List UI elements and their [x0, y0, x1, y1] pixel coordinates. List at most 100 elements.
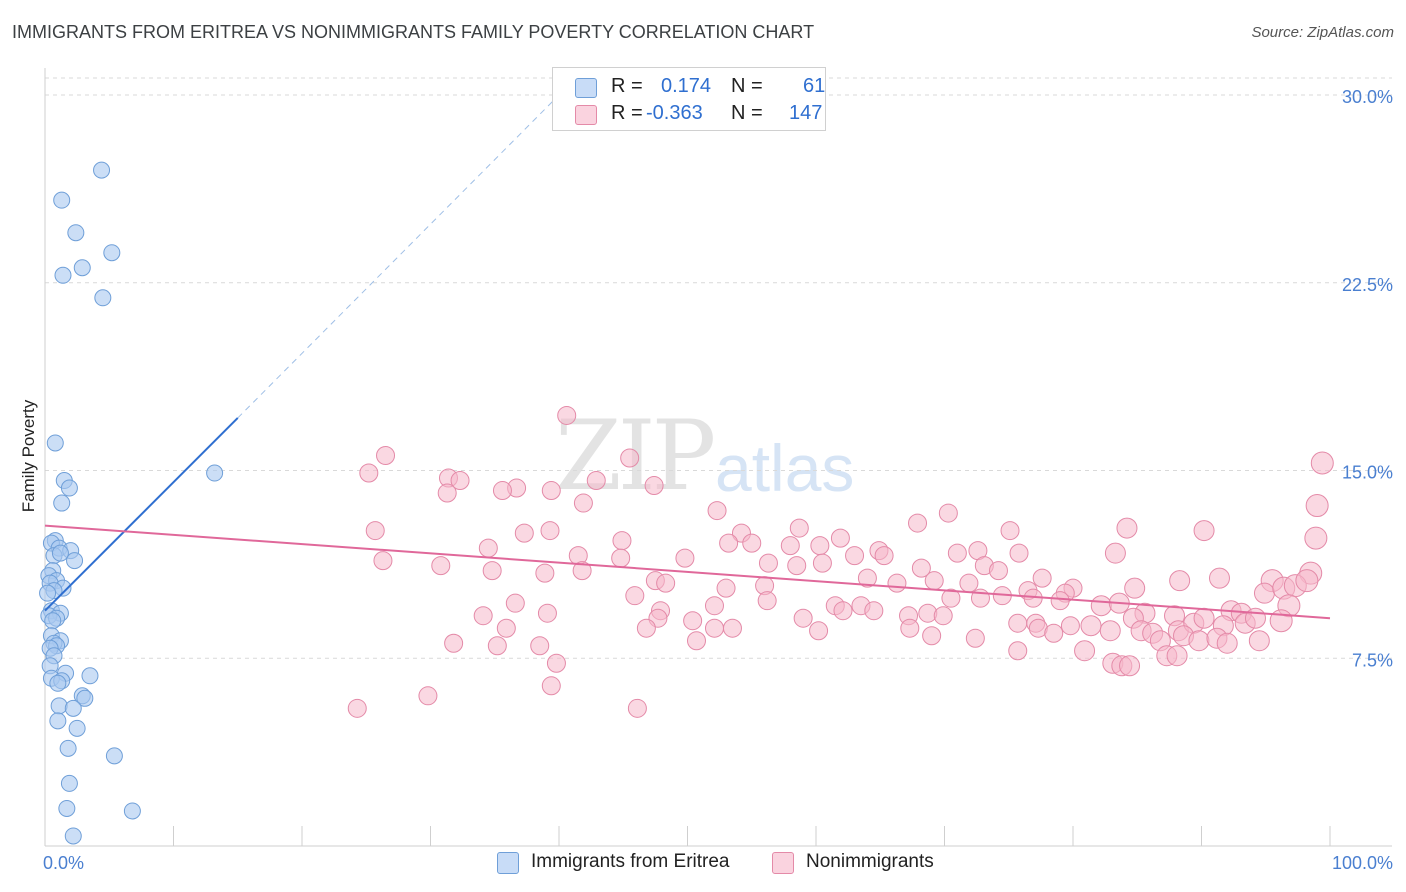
nonimmigrant-point [636, 618, 656, 638]
legend-swatch-nonimmigrants [575, 105, 597, 125]
nonimmigrant-point [473, 606, 493, 626]
nonimmigrant-point [965, 628, 985, 648]
nonimmigrant-point [707, 501, 727, 521]
nonimmigrant-point [1009, 543, 1029, 563]
nonimmigrant-point [1032, 568, 1052, 588]
nonimmigrant-point [586, 471, 606, 491]
nonimmigrant-point [757, 591, 777, 611]
nonimmigrant-point [780, 536, 800, 556]
nonimmigrant-point [347, 698, 367, 718]
immigrant-point [68, 719, 86, 737]
immigrant-point [49, 674, 67, 692]
legend-r-label: R = [611, 75, 643, 97]
nonimmigrant-point [1099, 620, 1121, 642]
immigrant-point [60, 479, 78, 497]
nonimmigrant-point [1269, 609, 1293, 633]
nonimmigrant-point [612, 531, 632, 551]
nonimmigrant-point [675, 548, 695, 568]
nonimmigrant-point [1305, 494, 1329, 518]
points-immigrants [39, 161, 224, 845]
legend-n-label: N = [731, 75, 763, 97]
y-tick-label: 22.5% [1342, 275, 1393, 295]
nonimmigrant-point [1248, 630, 1270, 652]
nonimmigrant-point [359, 463, 379, 483]
nonimmigrant-point [1193, 607, 1215, 629]
nonimmigrant-point [373, 551, 393, 571]
nonimmigrant-point [540, 521, 560, 541]
y-tick-label: 7.5% [1352, 650, 1393, 670]
nonimmigrant-point [1008, 641, 1028, 661]
nonimmigrant-point [492, 481, 512, 501]
legend-n-value: 147 [789, 102, 823, 124]
tick-labels: 7.5% 15.0% 22.5% 30.0% 0.0% 100.0% [43, 87, 1393, 873]
points-nonimmigrants [347, 405, 1334, 718]
immigrant-point [81, 667, 99, 685]
watermark-atlas: atlas [715, 431, 855, 505]
legend-swatch-immigrants [575, 78, 597, 98]
nonimmigrant-point [530, 636, 550, 656]
immigrant-point [94, 289, 112, 307]
nonimmigrant-point [812, 553, 832, 573]
nonimmigrant-point [437, 483, 457, 503]
nonimmigrant-point [1060, 616, 1080, 636]
trend-line-immigrants-extension [237, 94, 560, 419]
nonimmigrant-point [1119, 655, 1141, 677]
nonimmigrant-point [505, 593, 525, 613]
x-tick-label: 0.0% [43, 853, 84, 873]
nonimmigrant-point [557, 405, 577, 425]
immigrant-point [73, 259, 91, 277]
nonimmigrant-point [742, 533, 762, 553]
nonimmigrant-point [535, 563, 555, 583]
nonimmigrant-point [1008, 613, 1028, 633]
nonimmigrant-point [656, 573, 676, 593]
nonimmigrant-point [1000, 521, 1020, 541]
nonimmigrant-point [444, 633, 464, 653]
nonimmigrant-point [541, 481, 561, 501]
chart-title: IMMIGRANTS FROM ERITREA VS NONIMMIGRANTS… [12, 22, 815, 42]
immigrant-point [59, 739, 77, 757]
legend-r-value: -0.363 [646, 102, 703, 124]
nonimmigrant-point [625, 586, 645, 606]
immigrant-point [49, 712, 67, 730]
nonimmigrant-point [938, 503, 958, 523]
legend-label-immigrants: Immigrants from Eritrea [531, 851, 730, 872]
nonimmigrant-point [496, 618, 516, 638]
immigrant-point [76, 689, 94, 707]
nonimmigrant-point [1253, 582, 1275, 604]
trend-line-immigrants-dashed [237, 94, 560, 419]
immigrant-point [50, 697, 68, 715]
nonimmigrant-point [857, 568, 877, 588]
immigrant-point [93, 161, 111, 179]
x-tick-label: 100.0% [1332, 853, 1393, 873]
nonimmigrant-point [864, 601, 884, 621]
nonimmigrant-point [722, 618, 742, 638]
nonimmigrant-point [809, 621, 829, 641]
nonimmigrant-point [572, 561, 592, 581]
nonimmigrant-point [845, 546, 865, 566]
immigrant-point [39, 584, 57, 602]
nonimmigrant-point [1050, 591, 1070, 611]
nonimmigrant-point [686, 631, 706, 651]
nonimmigrant-point [376, 445, 396, 465]
y-axis-label: Family Poverty [19, 399, 38, 512]
nonimmigrant-point [941, 588, 961, 608]
nonimmigrant-point [1304, 526, 1328, 550]
nonimmigrant-point [789, 518, 809, 538]
nonimmigrant-point [541, 676, 561, 696]
nonimmigrant-point [1080, 615, 1102, 637]
y-tick-label: 30.0% [1342, 87, 1393, 107]
nonimmigrant-point [1124, 577, 1146, 599]
nonimmigrant-point [487, 636, 507, 656]
immigrant-point [60, 774, 78, 792]
nonimmigrant-point [793, 608, 813, 628]
nonimmigrant-point [830, 528, 850, 548]
nonimmigrant-point [922, 626, 942, 646]
immigrant-point [53, 494, 71, 512]
nonimmigrant-point [908, 513, 928, 533]
immigrant-point [53, 191, 71, 209]
nonimmigrant-point [1074, 640, 1096, 662]
nonimmigrant-point [1044, 623, 1064, 643]
nonimmigrant-point [704, 596, 724, 616]
legend-swatch-immigrants [497, 852, 519, 874]
nonimmigrant-point [719, 533, 739, 553]
